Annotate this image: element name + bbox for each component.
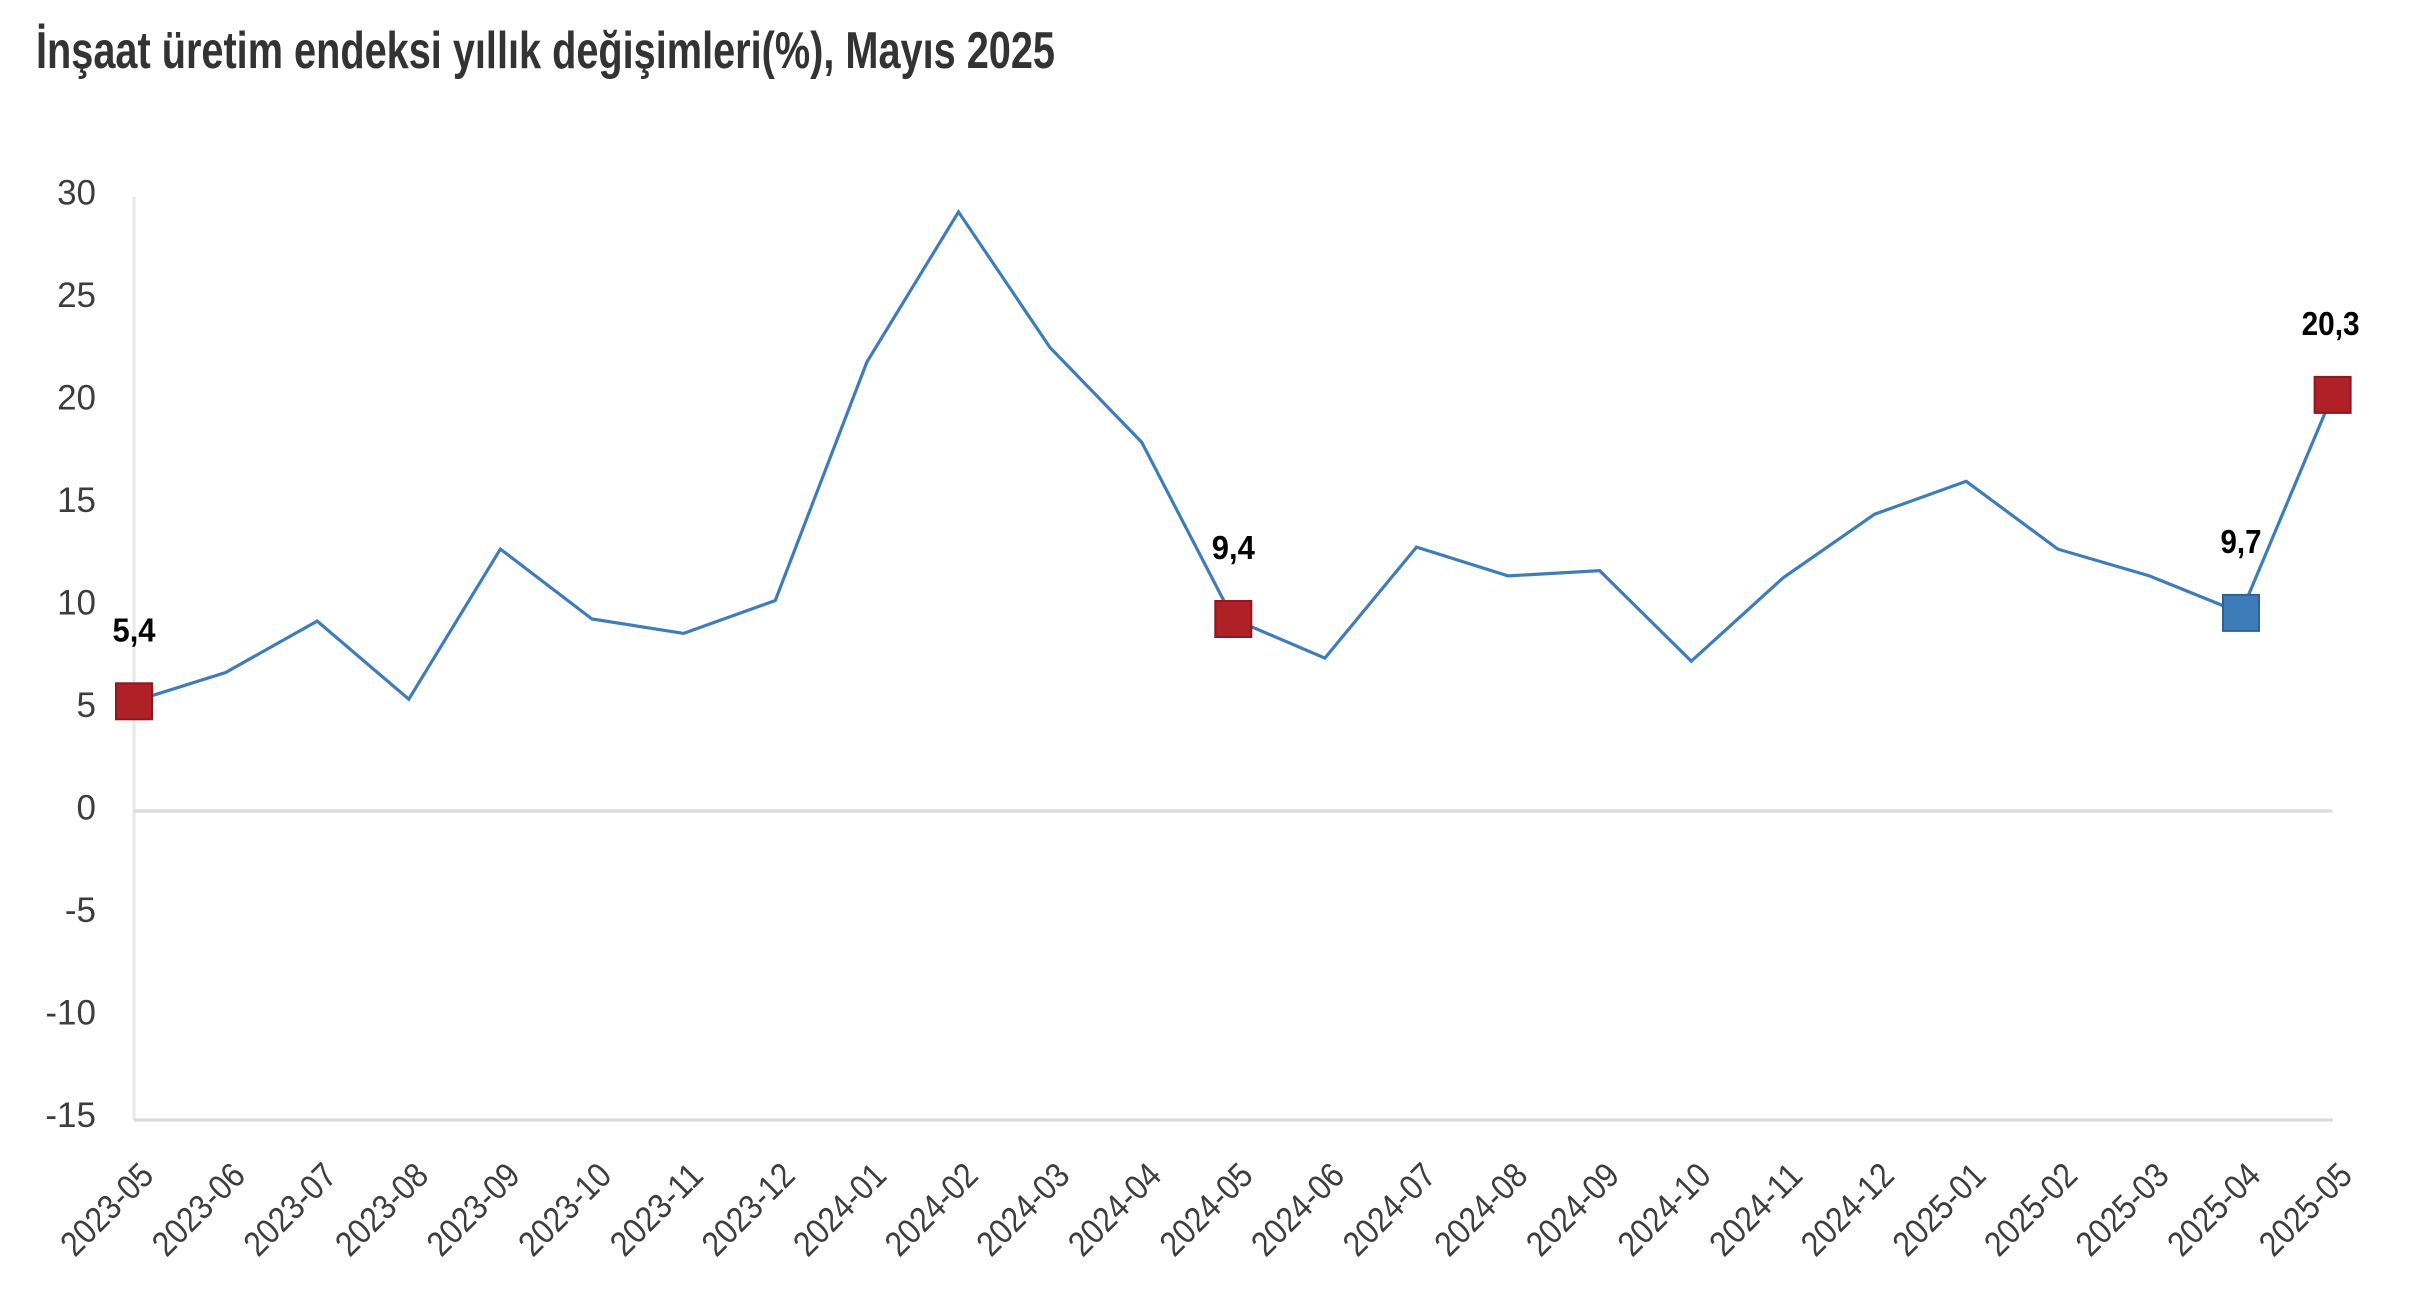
- svg-text:25: 25: [57, 276, 96, 315]
- svg-text:30: 30: [57, 174, 96, 213]
- svg-text:9,7: 9,7: [2221, 523, 2262, 560]
- svg-text:0: 0: [77, 788, 96, 827]
- svg-text:5: 5: [77, 686, 96, 725]
- svg-text:5,4: 5,4: [113, 611, 157, 648]
- svg-text:9,4: 9,4: [1212, 529, 1256, 566]
- svg-text:15: 15: [57, 481, 96, 520]
- svg-text:-10: -10: [45, 993, 96, 1032]
- svg-text:10: 10: [57, 584, 96, 623]
- svg-text:-5: -5: [65, 891, 96, 930]
- svg-text:İnşaat üretim endeksi yıllık d: İnşaat üretim endeksi yıllık değişimleri…: [36, 22, 1055, 80]
- svg-text:20,3: 20,3: [2302, 305, 2360, 342]
- svg-text:-15: -15: [45, 1096, 96, 1135]
- svg-text:20: 20: [57, 379, 96, 418]
